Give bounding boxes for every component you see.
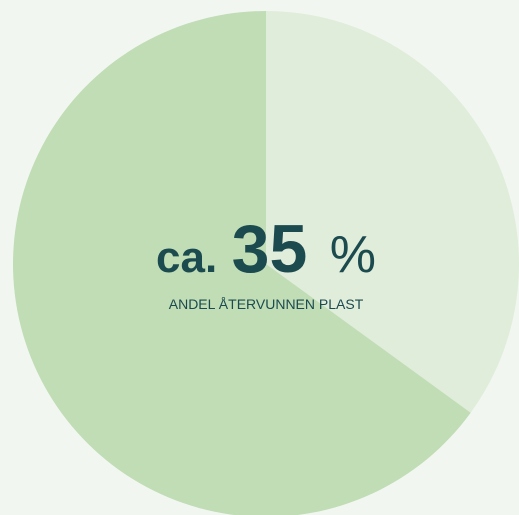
center-value: ca. 35 % — [156, 211, 376, 287]
pie-slice — [266, 11, 519, 413]
pie-slice — [12, 11, 471, 515]
value-prefix: ca. — [156, 233, 217, 282]
caption: ANDEL ÅTERVUNNEN PLAST — [169, 296, 364, 312]
value-suffix: % — [330, 226, 376, 284]
value-number: 35 — [232, 211, 308, 287]
pie — [12, 11, 519, 515]
